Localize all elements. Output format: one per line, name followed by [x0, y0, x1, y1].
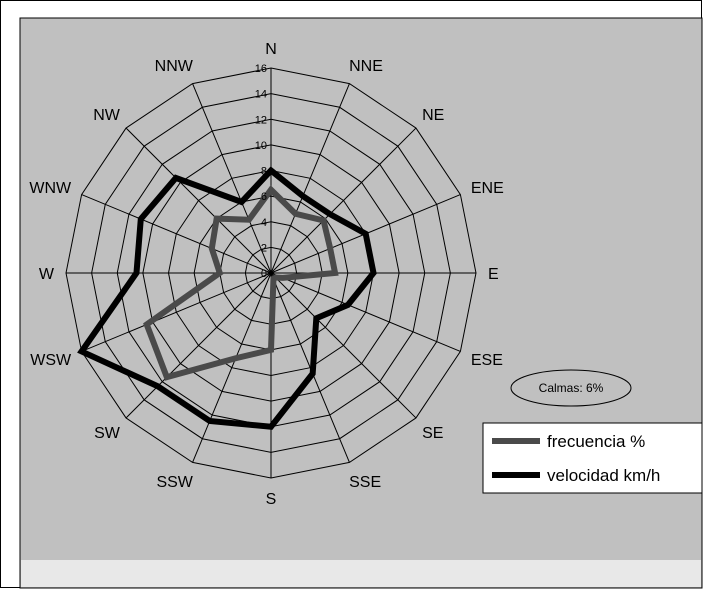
direction-label-wnw: WNW: [29, 180, 72, 197]
direction-label-ene: ENE: [471, 180, 504, 197]
direction-label-wsw: WSW: [30, 352, 72, 369]
direction-label-sw: SW: [94, 425, 121, 442]
legend: frecuencia % velocidad km/h: [483, 423, 702, 493]
direction-label-n: N: [265, 41, 277, 58]
radar-grid: [66, 68, 476, 478]
radial-tick-8: 8: [261, 166, 267, 178]
radial-tick-16: 16: [255, 63, 267, 75]
direction-label-ese: ESE: [471, 352, 503, 369]
direction-label-ne: NE: [422, 107, 444, 124]
direction-label-nnw: NNW: [155, 58, 194, 75]
legend-label-frecuencia: frecuencia %: [547, 432, 645, 451]
radial-tick-0: 0: [261, 268, 267, 280]
direction-label-w: W: [39, 266, 55, 283]
radial-tick-4: 4: [261, 217, 267, 229]
radial-tick-2: 2: [261, 242, 267, 254]
direction-label-ssw: SSW: [156, 474, 193, 491]
calm-label: Calmas: 6%: [539, 381, 604, 395]
plot-area: [20, 18, 702, 588]
radial-tick-12: 12: [255, 114, 267, 126]
direction-label-s: S: [266, 491, 277, 508]
direction-label-se: SE: [422, 425, 443, 442]
legend-label-velocidad: velocidad km/h: [547, 466, 660, 485]
radial-tick-10: 10: [255, 140, 267, 152]
plot-bottom-fade: [21, 560, 701, 587]
direction-label-e: E: [488, 266, 499, 283]
direction-label-nw: NW: [93, 107, 121, 124]
direction-label-sse: SSE: [349, 474, 381, 491]
radial-tick-6: 6: [261, 191, 267, 203]
direction-label-nne: NNE: [349, 58, 383, 75]
radial-tick-14: 14: [255, 89, 267, 101]
